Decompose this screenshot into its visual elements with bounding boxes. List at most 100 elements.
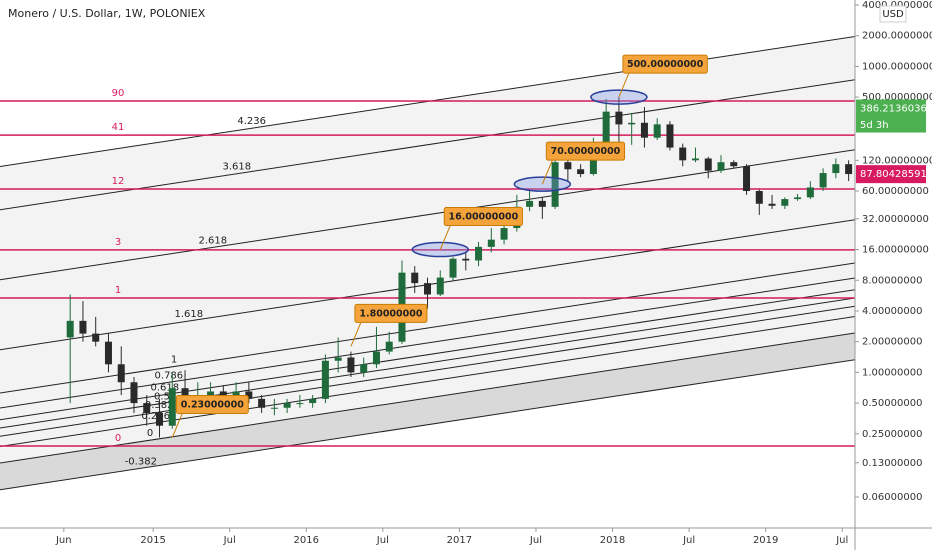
fib-line (0, 262, 855, 394)
callout-pointer (439, 225, 451, 250)
callout-pointer (541, 159, 553, 185)
fib-label: 0 (147, 428, 153, 439)
candle-body (372, 351, 380, 365)
candle-body (424, 283, 431, 295)
candle-body (602, 111, 610, 147)
fib-label: 3.618 (223, 162, 252, 173)
candle-body (615, 111, 623, 125)
candle-body (755, 191, 763, 204)
level-label: 0 (115, 433, 121, 444)
candle-body (296, 403, 304, 405)
fib-line (0, 149, 855, 281)
level-label: 41 (112, 122, 125, 133)
x-tick-label: Jun (55, 535, 72, 546)
plot-area: -0.38200.2360.3820.50.6180.78611.6182.61… (0, 35, 855, 491)
candle-body (143, 403, 151, 413)
candle-body (360, 364, 368, 373)
level-label: 12 (112, 176, 125, 187)
candle-body (207, 391, 215, 396)
candle-body (449, 258, 457, 278)
candle-body (411, 272, 419, 284)
candle-body (743, 166, 751, 192)
callout-label: 0.23000000 (181, 399, 244, 410)
x-tick-label: 2015 (140, 535, 165, 546)
x-tick-label: Jul (223, 535, 236, 546)
callout-box (545, 141, 626, 161)
y-tick-label: 1.00000000 (862, 367, 922, 378)
callout-box (443, 207, 523, 227)
callout-label: 70.00000000 (551, 146, 621, 157)
x-tick-label: Jul (529, 535, 542, 546)
y-tick-label: 0.50000000 (862, 398, 922, 409)
fib-line (0, 277, 855, 409)
candle-body (717, 162, 725, 171)
candle-body (334, 357, 342, 361)
candle-body (245, 391, 253, 399)
fib-line (0, 315, 855, 447)
candle-body (79, 320, 87, 334)
fib-line (0, 305, 855, 437)
callout-label: 16.00000000 (449, 212, 519, 223)
fib-line (0, 359, 855, 491)
y-tick-label: 16.00000000 (862, 245, 929, 256)
level-label: 3 (115, 237, 121, 248)
candle-body (462, 258, 470, 261)
y-tick-label: 4000.00000000 (862, 0, 932, 11)
candle-body (653, 124, 661, 138)
candle-body (270, 407, 278, 409)
candle-body (500, 228, 508, 240)
price-marker-label: 87.80428591 (860, 169, 927, 180)
y-tick-label: 60.00000000 (862, 186, 929, 197)
candle-body (66, 320, 74, 338)
candle-body (347, 357, 355, 373)
price-marker-note-box (856, 117, 926, 133)
y-tick-label: 4.00000000 (862, 306, 922, 317)
y-tick-label: 0.06000000 (862, 492, 922, 503)
candle-body (538, 200, 546, 207)
candle-body (283, 403, 291, 408)
x-tick-label: 2016 (294, 535, 319, 546)
fib-label: 0.236 (141, 411, 170, 422)
fib-label: 0.618 (151, 383, 180, 394)
fib-label: 0.5 (154, 391, 170, 402)
callout-label: 1.80000000 (359, 308, 422, 319)
y-tick-label: 1000.00000000 (862, 61, 932, 72)
candle-body (181, 388, 189, 399)
candle-body (385, 341, 393, 352)
level-label: 90 (112, 88, 125, 99)
callout-pointer (350, 322, 362, 347)
candle-body (666, 124, 674, 148)
x-tick-label: Jul (376, 535, 389, 546)
callout-box (622, 54, 708, 74)
fib-line (0, 297, 855, 429)
candle-body (832, 164, 840, 174)
candle-body (168, 388, 176, 426)
x-tick-label: 2019 (753, 535, 778, 546)
channel-band (0, 333, 855, 490)
y-tick-label: 0.13000000 (862, 458, 922, 469)
price-marker (856, 165, 926, 184)
y-tick-label: 2000.00000000 (862, 31, 932, 42)
x-tick-label: 2017 (447, 535, 472, 546)
callout-box (175, 394, 249, 414)
y-tick-label: 8.00000000 (862, 275, 922, 286)
candle-body (526, 200, 534, 207)
candle-body (640, 122, 648, 138)
currency: USD (882, 9, 904, 20)
y-tick-label: 0.25000000 (862, 429, 922, 440)
callout-box (354, 303, 428, 323)
fib-label: -0.382 (125, 456, 157, 467)
x-tick-label: Jul (682, 535, 695, 546)
y-tick-label: 32.00000000 (862, 214, 929, 225)
level-label: 1 (115, 285, 121, 296)
candle-body (92, 333, 100, 342)
currency-box (879, 5, 907, 23)
y-tick-label: 120.00000000 (862, 155, 932, 166)
candle-body (487, 239, 495, 247)
candle-body (806, 187, 814, 198)
candle-body (794, 197, 802, 200)
candle-body (564, 162, 572, 170)
fib-label: 1 (171, 355, 177, 366)
